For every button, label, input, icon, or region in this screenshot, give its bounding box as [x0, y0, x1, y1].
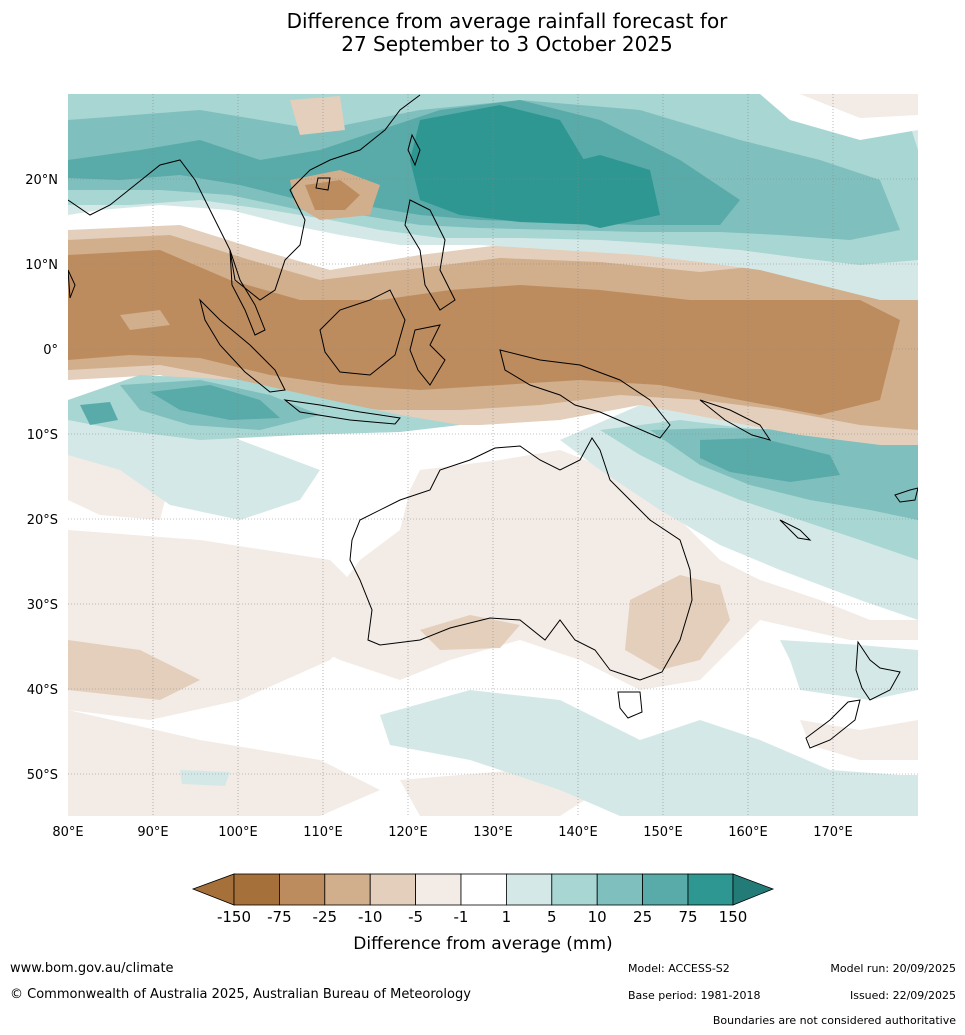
- lon-label: 130°E: [473, 825, 513, 840]
- map-title: Difference from average rainfall forecas…: [0, 10, 965, 56]
- south-china-sea-dry-deep: [305, 180, 360, 210]
- colorbar-extend-low: [191, 873, 235, 906]
- colorbar-tick: -5: [408, 908, 423, 926]
- lat-label: 50°S: [27, 768, 58, 783]
- title-line-1: Difference from average rainfall forecas…: [286, 9, 728, 33]
- lat-label: 20°S: [27, 513, 58, 528]
- lat-label: 20°N: [25, 173, 58, 188]
- lat-label: 30°S: [27, 598, 58, 613]
- lon-label: 80°E: [52, 825, 83, 840]
- new-zealand-south: [805, 699, 861, 749]
- north-dry-patch: [290, 96, 345, 135]
- lon-label: 170°E: [813, 825, 853, 840]
- title-line-2: 27 September to 3 October 2025: [341, 32, 673, 56]
- lat-label: 40°S: [27, 683, 58, 698]
- colorbar: [191, 873, 775, 906]
- south-wet-band: [380, 690, 918, 816]
- sulawesi-coast: [409, 324, 446, 386]
- colorbar-swatch: [278, 873, 326, 906]
- colorbar-swatch: [596, 873, 644, 906]
- colorbar-tick: 10: [588, 908, 607, 926]
- taiwan-coast: [407, 133, 421, 167]
- hainan: [315, 177, 331, 191]
- lon-label: 120°E: [388, 825, 428, 840]
- colorbar-swatch: [551, 873, 598, 906]
- north-east-dry: [800, 94, 918, 118]
- lon-label: 100°E: [218, 825, 258, 840]
- lon-label: 140°E: [558, 825, 598, 840]
- lon-label: 90°E: [137, 825, 168, 840]
- colorbar-ticks: -150 -75 -25 -10 -5 -1 1 5 10 25 75 150: [217, 908, 747, 926]
- footer-model-run: Model run: 20/09/2025: [830, 962, 956, 975]
- colorbar-extend-high: [732, 873, 775, 906]
- new-guinea-coast: [499, 349, 671, 439]
- lon-labels: 80°E 90°E 100°E 110°E 120°E 130°E 140°E …: [52, 825, 852, 840]
- coastlines: [68, 94, 918, 749]
- sri-lanka: [68, 269, 76, 299]
- colorbar-tick: -25: [313, 908, 338, 926]
- colorbar-swatch: [233, 873, 280, 906]
- java-coast: [283, 399, 401, 425]
- pacific-south-wet-core: [700, 438, 840, 482]
- lon-label: 160°E: [728, 825, 768, 840]
- footer-website[interactable]: www.bom.gov.au/climate: [10, 961, 174, 976]
- graticule: [68, 94, 918, 816]
- sumatra-coast: [199, 298, 286, 393]
- colorbar-tick: 5: [547, 908, 557, 926]
- footer-base-period: Base period: 1981-2018: [628, 989, 761, 1002]
- borneo-coast: [319, 289, 406, 376]
- footer-model: Model: ACCESS-S2: [628, 962, 730, 975]
- colorbar-swatch: [369, 873, 417, 906]
- australia-south-dry: [420, 615, 520, 650]
- footer-issued: Issued: 22/09/2025: [849, 989, 956, 1002]
- new-caledonia: [779, 519, 812, 541]
- colorbar-tick: -10: [358, 908, 383, 926]
- colorbar-swatch: [460, 873, 507, 906]
- australia-coast: [349, 437, 693, 681]
- footer-boundaries-note: Boundaries are not considered authoritat…: [712, 1014, 956, 1027]
- mainland-asia-coast: [68, 94, 421, 301]
- philippines-coast: [404, 199, 456, 311]
- colorbar-swatch: [642, 873, 689, 906]
- tasmania-coast: [617, 691, 643, 719]
- wet-small-sw: [80, 402, 118, 425]
- fiji: [894, 487, 918, 503]
- lat-label: 10°N: [25, 258, 58, 273]
- southeast-dry: [800, 720, 918, 760]
- lat-label: 0°: [43, 343, 58, 358]
- colorbar-tick: 75: [678, 908, 697, 926]
- colorbar-tick: 25: [633, 908, 652, 926]
- equatorial-dry-deep: [68, 250, 900, 415]
- colorbar-tick: 1: [502, 908, 512, 926]
- solomon-islands: [699, 399, 772, 441]
- south-dry-patch-west: [68, 710, 380, 816]
- footer-copyright: © Commonwealth of Australia 2025, Austra…: [10, 987, 471, 1002]
- southeast-wet: [780, 640, 918, 700]
- south-dry-band-west-deeper: [68, 640, 200, 700]
- colorbar-tick: -150: [217, 908, 251, 926]
- lon-label: 110°E: [303, 825, 343, 840]
- south-wet-small: [180, 770, 230, 786]
- colorbar-tick: -1: [454, 908, 469, 926]
- colorbar-swatch: [415, 873, 462, 906]
- colorbar-swatch: [505, 873, 553, 906]
- new-zealand-north: [855, 640, 901, 701]
- lat-label: 10°S: [27, 428, 58, 443]
- colorbar-tick: 150: [719, 908, 748, 926]
- colorbar-tick: -75: [267, 908, 292, 926]
- dry-patch-west: [120, 310, 170, 330]
- australia-east-dry: [625, 575, 730, 670]
- lon-label: 150°E: [643, 825, 683, 840]
- philippine-sea-wet: [540, 155, 660, 228]
- malay-peninsula: [229, 249, 266, 336]
- lat-labels: 20°N 10°N 0° 10°S 20°S 30°S 40°S 50°S: [25, 173, 58, 783]
- colorbar-swatch: [687, 873, 734, 906]
- colorbar-title: Difference from average (mm): [353, 934, 612, 954]
- java-wet-deep: [150, 385, 280, 420]
- colorbar-swatch: [324, 873, 371, 906]
